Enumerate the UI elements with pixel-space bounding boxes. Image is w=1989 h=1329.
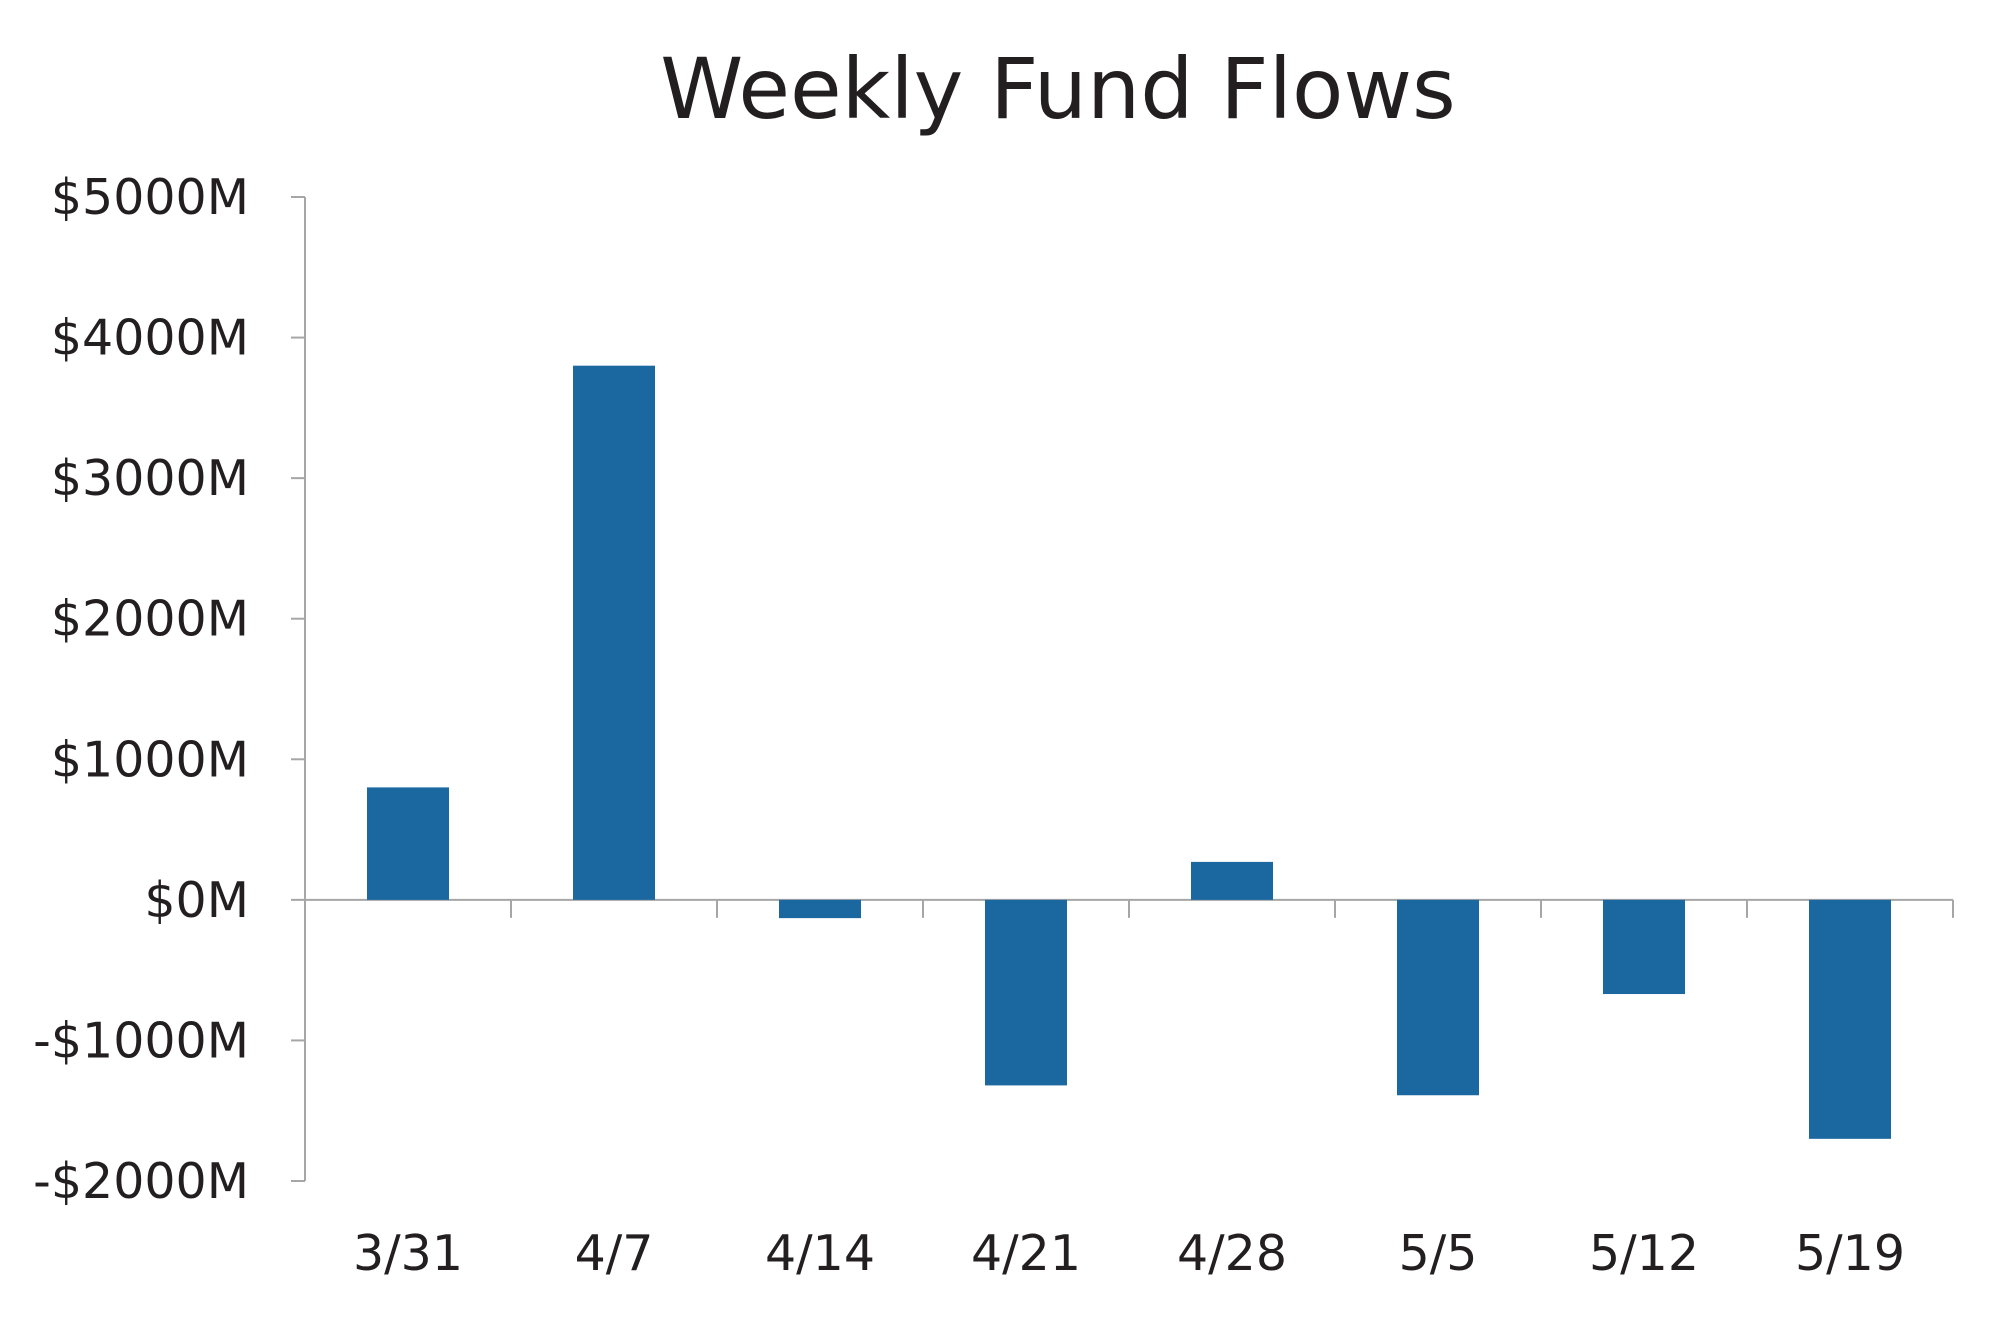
y-tick-label: $3000M [51, 450, 249, 507]
x-tick-label: 3/31 [353, 1225, 463, 1282]
y-tick-label: -$1000M [33, 1012, 249, 1069]
bar-series [367, 365, 1891, 1139]
y-tick-label: $4000M [51, 310, 249, 367]
bar-4-21 [985, 899, 1067, 1086]
chart-title: Weekly Fund Flows [660, 40, 1456, 138]
x-tick-label: 5/5 [1399, 1225, 1478, 1282]
bar-5-12 [1603, 899, 1685, 995]
y-tick-label: $0M [144, 872, 249, 929]
bar-4-7 [573, 365, 655, 900]
x-axis: 3/31 4/7 4/14 4/21 4/28 5/5 5/12 5/19 [305, 898, 1954, 1282]
y-tick-label: $5000M [51, 169, 249, 226]
bar-4-14 [779, 899, 861, 919]
bar-5-5 [1397, 899, 1479, 1096]
y-tick-label: $1000M [51, 731, 249, 788]
y-tick-label: -$2000M [33, 1153, 249, 1210]
x-tick-label: 5/12 [1589, 1225, 1699, 1282]
y-tick-label: $2000M [51, 591, 249, 648]
bar-4-28 [1191, 861, 1273, 900]
y-axis: $5000M $4000M $3000M $2000M $1000M $0M -$1000M… [33, 169, 306, 1210]
bar-5-19 [1809, 899, 1891, 1139]
x-tick-label: 4/21 [971, 1225, 1081, 1282]
x-tick-label: 5/19 [1795, 1225, 1905, 1282]
x-tick-label: 4/7 [575, 1225, 654, 1282]
x-tick-label: 4/14 [765, 1225, 875, 1282]
bar-3-31 [367, 787, 449, 900]
x-tick-label: 4/28 [1177, 1225, 1287, 1282]
